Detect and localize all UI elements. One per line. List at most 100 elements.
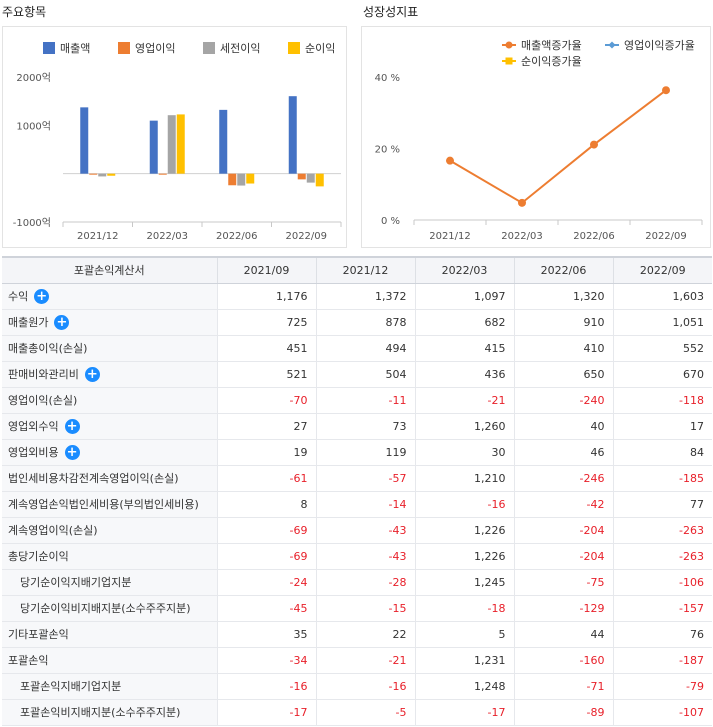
- value-cell: -160: [513, 647, 613, 674]
- value-cell: 1,226: [414, 517, 514, 544]
- growth-indicator-chart: 매출액증가율 영업이익증가율 순이익증가율 0 % 20 % 40 % 2021/12 202…: [361, 26, 711, 248]
- row-label-cell: 영업외수익 +: [2, 413, 217, 440]
- value-cell: -18: [414, 595, 514, 622]
- x-tick-label-0: 2021/12: [429, 231, 471, 242]
- y-tick-label-0: -1000억: [13, 217, 51, 229]
- x-tick-label-3: 2022/09: [285, 231, 327, 242]
- row-label: 법인세비용차감전계속영업이익(손실): [8, 472, 179, 485]
- value-cell: -263: [612, 543, 712, 570]
- row-label-cell: 포괄손익지배기업지분: [2, 673, 217, 700]
- line-매출액증가율: [449, 89, 667, 205]
- value-cell: 40: [513, 413, 613, 440]
- value-cell: 8: [216, 491, 316, 518]
- value-cell: 504: [315, 361, 415, 388]
- row-label: 포괄손익지배기업지분: [20, 680, 122, 693]
- table-header-period: 2021/09: [216, 256, 316, 284]
- row-label-cell: 기타포괄손익: [2, 621, 217, 648]
- x-tick-label-1: 2022/03: [146, 231, 188, 242]
- bar-순이익-2022/06: [246, 173, 255, 184]
- value-cell: -15: [315, 595, 415, 622]
- value-cell: -61: [216, 465, 316, 492]
- value-cell: 5: [414, 621, 514, 648]
- expand-plus-icon[interactable]: +: [64, 418, 80, 434]
- row-label-cell: 수익 +: [2, 283, 217, 310]
- expand-plus-icon[interactable]: +: [84, 366, 100, 382]
- table-row: 계속영업이익(손실) -69 -43 1,226 -204 -263: [2, 517, 712, 544]
- value-cell: -24: [216, 569, 316, 596]
- value-cell: 670: [612, 361, 712, 388]
- row-label-cell: 법인세비용차감전계속영업이익(손실): [2, 465, 217, 492]
- row-label-cell: 당기순이익지배기업지분: [2, 569, 217, 596]
- value-cell: 17: [612, 413, 712, 440]
- table-header-period: 2021/12: [315, 256, 415, 284]
- value-cell: -185: [612, 465, 712, 492]
- value-cell: 1,210: [414, 465, 514, 492]
- row-label-cell: 영업이익(손실): [2, 387, 217, 414]
- value-cell: 46: [513, 439, 613, 466]
- y-tick-label-2: 40 %: [375, 73, 400, 84]
- row-label: 영업외수익: [8, 420, 59, 433]
- value-cell: -70: [216, 387, 316, 414]
- value-cell: -187: [612, 647, 712, 674]
- value-cell: -71: [513, 673, 613, 700]
- value-cell: -69: [216, 543, 316, 570]
- legend-label-1: 영업이익: [135, 42, 175, 55]
- legend-marker-0: [505, 41, 513, 49]
- value-cell: 451: [216, 335, 316, 362]
- legend-label-0: 매출액: [60, 42, 90, 55]
- row-label-cell: 총당기순이익: [2, 543, 217, 570]
- table-header-row: 포괄손익계산서 2021/09 2021/12 2022/03 2022/06 2022/…: [2, 256, 712, 284]
- point-매출액증가율-2021/12: [446, 156, 454, 165]
- value-cell: 436: [414, 361, 514, 388]
- row-label-cell: 계속영업손익법인세비용(부의법인세비용): [2, 491, 217, 518]
- value-cell: -11: [315, 387, 415, 414]
- value-cell: -79: [612, 673, 712, 700]
- row-label: 계속영업이익(손실): [8, 524, 98, 537]
- value-cell: 1,245: [414, 569, 514, 596]
- bar-영업이익-2022/09: [297, 173, 306, 180]
- table-row: 매출원가 +725 878 682 910 1,051: [2, 309, 712, 336]
- row-label-cell: 포괄손익비지배지분(소수주주지분): [2, 699, 217, 726]
- value-cell: 1,260: [414, 413, 514, 440]
- value-cell: 1,248: [414, 673, 514, 700]
- expand-plus-icon[interactable]: +: [54, 314, 70, 330]
- growth-chart-title: 성장성지표: [363, 5, 419, 19]
- value-cell: -157: [612, 595, 712, 622]
- row-label-cell: 매출원가 +: [2, 309, 217, 336]
- bar-영업이익-2022/03: [158, 173, 167, 175]
- value-cell: -14: [315, 491, 415, 518]
- value-cell: 552: [612, 335, 712, 362]
- legend-swatch-2: [203, 42, 215, 54]
- y-tick-label-0: 0 %: [381, 216, 400, 227]
- value-cell: -17: [414, 699, 514, 726]
- y-tick-label-1: 20 %: [375, 145, 400, 156]
- point-매출액증가율-2022/03: [518, 198, 526, 207]
- x-tick-label-3: 2022/09: [645, 231, 687, 242]
- x-tick-label-2: 2022/06: [573, 231, 615, 242]
- bar-세전이익-2022/06: [237, 173, 246, 186]
- value-cell: -106: [612, 569, 712, 596]
- table-row: 당기순이익지배기업지분 -24 -28 1,245 -75 -106: [2, 569, 712, 596]
- point-매출액증가율-2022/06: [590, 140, 598, 149]
- income-statement-table: 포괄손익계산서 2021/09 2021/12 2022/03 2022/06 2022/…: [2, 256, 712, 726]
- value-cell: -240: [513, 387, 613, 414]
- value-cell: -69: [216, 517, 316, 544]
- value-cell: 1,051: [612, 309, 712, 336]
- table-row: 포괄손익 -34 -21 1,231 -160 -187: [2, 647, 712, 674]
- bar-세전이익-2022/09: [306, 173, 315, 183]
- legend-label-1: 영업이익증가율: [624, 39, 695, 52]
- value-cell: -21: [414, 387, 514, 414]
- legend-label-3: 순이익: [305, 42, 335, 55]
- expand-plus-icon[interactable]: +: [64, 444, 80, 460]
- value-cell: 77: [612, 491, 712, 518]
- table-row: 영업이익(손실) -70 -11 -21 -240 -118: [2, 387, 712, 414]
- table-row: 포괄손익비지배지분(소수주주지분) -17 -5 -17 -89 -107: [2, 699, 712, 726]
- table-row: 계속영업손익법인세비용(부의법인세비용) 8 -14 -16 -42 77: [2, 491, 712, 518]
- bar-매출액-2022/06: [219, 109, 228, 174]
- table-row: 법인세비용차감전계속영업이익(손실) -61 -57 1,210 -246 -185: [2, 465, 712, 492]
- value-cell: -43: [315, 517, 415, 544]
- expand-plus-icon[interactable]: +: [34, 288, 50, 304]
- value-cell: 35: [216, 621, 316, 648]
- row-label-cell: 영업외비용 +: [2, 439, 217, 466]
- main-items-chart: 매출액 영업이익 세전이익 순이익 -1000억 1000억 2000억 2021/12 202…: [2, 26, 347, 248]
